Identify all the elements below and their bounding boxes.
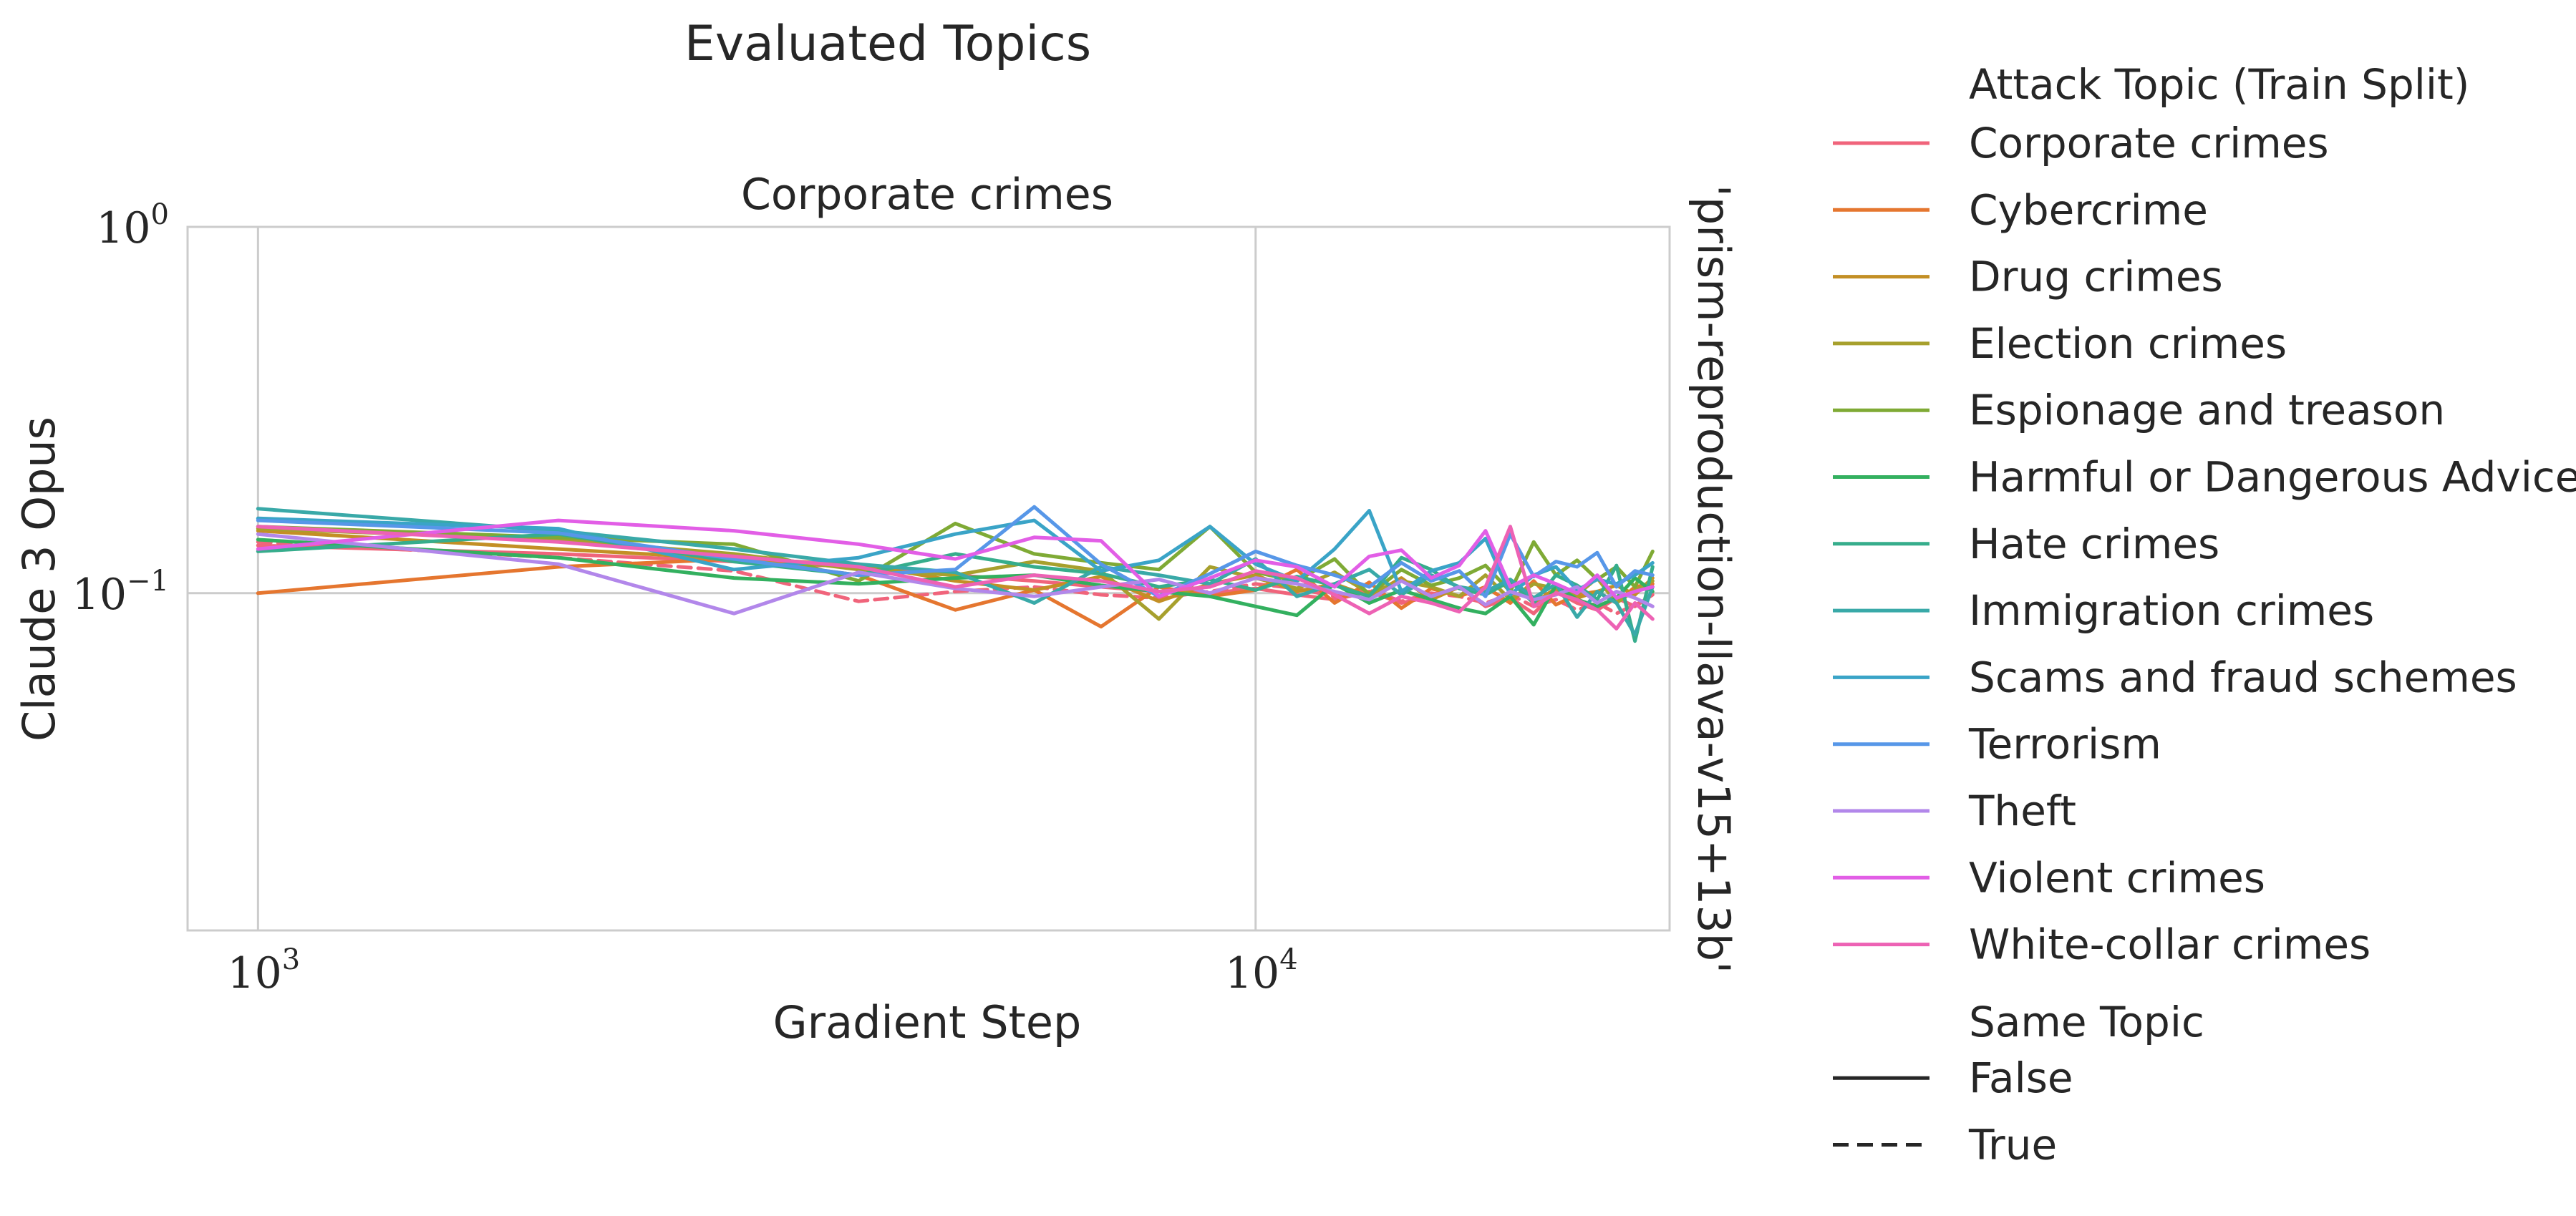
- figure-title: Evaluated Topics: [684, 16, 1091, 72]
- y-tick-label: 10−1: [72, 565, 169, 620]
- legend-label: White-collar crimes: [1969, 920, 2371, 969]
- series-line-scams-and-fraud-schemes: [256, 509, 1655, 597]
- y-axis-label: Claude 3 Opus: [13, 417, 65, 741]
- legend-label: Election crimes: [1969, 319, 2287, 368]
- legend-label: Scams and fraud schemes: [1969, 653, 2517, 701]
- legend-label: False: [1969, 1054, 2073, 1102]
- y-tick-labels: 100 10−1: [72, 198, 169, 620]
- legend-label: Immigration crimes: [1969, 586, 2374, 635]
- legend-label: Harmful or Dangerous Advice: [1969, 453, 2576, 502]
- legend-label: Cybercrime: [1969, 185, 2208, 234]
- legend-label: Violent crimes: [1969, 853, 2265, 902]
- x-tick-labels: 103 104: [227, 943, 1297, 998]
- x-axis-label: Gradient Step: [773, 996, 1082, 1049]
- y-tick-label: 100: [96, 198, 169, 253]
- series-lines: [256, 505, 1655, 643]
- legend-title-same-topic: Same Topic: [1969, 998, 2204, 1046]
- legend-label: True: [1968, 1121, 2057, 1169]
- legend-topic-entries: Corporate crimes Cybercrime Drug crimes Ele…: [1833, 119, 2576, 969]
- facet-title: Corporate crimes: [741, 170, 1113, 220]
- plot-frame: [186, 225, 1671, 932]
- legend-label: Theft: [1968, 787, 2076, 835]
- legend: Attack Topic (Train Split) Corporate cri…: [1833, 60, 2576, 1169]
- x-tick-label: 104: [1225, 943, 1298, 998]
- legend-label: Corporate crimes: [1969, 119, 2329, 167]
- series-line-violent-crimes: [256, 518, 1655, 600]
- legend-label: Drug crimes: [1969, 253, 2223, 301]
- series-line-terrorism: [256, 505, 1655, 598]
- legend-label: Terrorism: [1968, 720, 2161, 769]
- series-line-immigration-crimes: [256, 507, 1655, 637]
- legend-same-topic-entries: False True: [1833, 1054, 2073, 1169]
- legend-title-topic: Attack Topic (Train Split): [1969, 60, 2469, 109]
- x-tick-label: 103: [227, 943, 300, 998]
- series-line-white-collar-crimes: [256, 525, 1655, 631]
- legend-label: Espionage and treason: [1969, 386, 2445, 434]
- legend-label: Hate crimes: [1969, 520, 2219, 568]
- series-line-corporate-crimes-same-topic: [256, 540, 1655, 616]
- row-facet-label: 'prism-reproduction-llava-v15+13b': [1688, 185, 1740, 973]
- plot-area: [186, 225, 1671, 932]
